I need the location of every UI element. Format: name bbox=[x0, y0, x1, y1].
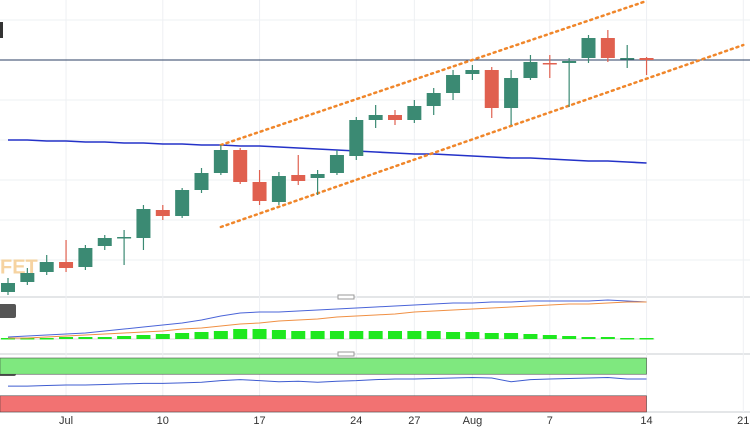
histogram-bar bbox=[562, 336, 577, 339]
upper-band bbox=[0, 357, 647, 375]
legend-chip bbox=[0, 22, 3, 38]
histogram-bar bbox=[97, 337, 112, 339]
candle-body bbox=[252, 182, 267, 201]
histogram-bar bbox=[59, 337, 74, 339]
candle-body bbox=[542, 63, 557, 65]
histogram-bar bbox=[39, 338, 54, 340]
candle-body bbox=[97, 238, 112, 246]
histogram-bar bbox=[1, 338, 15, 340]
histogram-bar bbox=[252, 329, 267, 339]
histogram-bar bbox=[368, 331, 383, 339]
channel-line bbox=[219, 43, 745, 229]
oscillator-line bbox=[8, 376, 647, 387]
candle-body bbox=[581, 38, 596, 58]
candle-body bbox=[523, 62, 538, 78]
candle-body bbox=[446, 75, 461, 93]
histogram-bar bbox=[349, 331, 364, 339]
histogram-bar bbox=[407, 331, 422, 339]
candle-body bbox=[388, 115, 402, 120]
candle-body bbox=[136, 209, 151, 238]
candle-body bbox=[155, 210, 170, 216]
histogram-bar bbox=[620, 338, 635, 340]
channel-line bbox=[219, 0, 648, 147]
histogram-bar bbox=[446, 332, 461, 339]
candle-body bbox=[1, 283, 15, 292]
candle-body bbox=[175, 190, 190, 216]
histogram-bar bbox=[504, 333, 519, 339]
macd-line bbox=[8, 301, 647, 339]
candle-body bbox=[59, 262, 74, 268]
candle-body bbox=[194, 173, 209, 190]
x-tick-label: 27 bbox=[408, 415, 420, 427]
candle-body bbox=[39, 262, 54, 272]
candle-body bbox=[117, 237, 132, 239]
histogram-bar bbox=[20, 338, 35, 340]
pane-handle[interactable] bbox=[337, 351, 355, 357]
candle-body bbox=[329, 155, 344, 173]
candle-body bbox=[291, 175, 306, 181]
candle-body bbox=[349, 120, 364, 156]
candle-body bbox=[426, 93, 441, 106]
candle-body bbox=[20, 273, 35, 282]
histogram-bar bbox=[271, 330, 286, 339]
candle-body bbox=[271, 176, 286, 202]
histogram-bar bbox=[175, 333, 190, 339]
histogram-bar bbox=[117, 336, 132, 339]
histogram-bar bbox=[78, 337, 93, 339]
histogram-bar bbox=[388, 331, 402, 339]
macd-line bbox=[7, 299, 647, 338]
grid bbox=[0, 19, 750, 261]
histogram-bar bbox=[213, 331, 228, 339]
x-tick-label: 21 bbox=[737, 415, 749, 427]
x-tick-label: Aug bbox=[463, 415, 483, 427]
histogram-bar bbox=[136, 335, 151, 339]
candle-body bbox=[368, 115, 383, 120]
candle-body bbox=[639, 58, 654, 60]
x-tick-label: 24 bbox=[350, 415, 362, 427]
candle-body bbox=[562, 61, 577, 63]
candle-body bbox=[213, 150, 228, 173]
candle-body bbox=[620, 58, 635, 60]
candle-body bbox=[407, 106, 422, 120]
histogram-bar bbox=[194, 332, 209, 339]
x-tick-label: Jul bbox=[59, 415, 73, 427]
x-tick-label: 17 bbox=[253, 415, 265, 427]
histogram-bar bbox=[426, 331, 441, 339]
lower-band bbox=[0, 395, 647, 413]
candle-body bbox=[484, 70, 499, 108]
pane-handle[interactable] bbox=[337, 294, 355, 300]
candle-body bbox=[465, 70, 480, 74]
moving-average bbox=[8, 139, 647, 164]
histogram-bar bbox=[542, 335, 557, 339]
candle-body bbox=[600, 38, 615, 58]
histogram-bar bbox=[465, 332, 480, 339]
histogram-bar bbox=[291, 331, 306, 339]
x-tick-label: 7 bbox=[547, 415, 553, 427]
candle-body bbox=[233, 150, 248, 182]
candle-body bbox=[78, 248, 93, 267]
histogram-bar bbox=[523, 334, 538, 339]
x-tick-label: 14 bbox=[640, 415, 652, 427]
candle-body bbox=[504, 78, 519, 108]
watermark: FET bbox=[0, 256, 38, 278]
histogram-bar bbox=[155, 334, 170, 339]
histogram-bar bbox=[581, 337, 596, 339]
histogram-bar bbox=[639, 338, 654, 340]
x-tick-label: 10 bbox=[157, 415, 169, 427]
histogram-bar bbox=[233, 329, 248, 339]
histogram-bar bbox=[310, 331, 325, 339]
indicator-label-box bbox=[0, 304, 16, 318]
histogram-bar bbox=[484, 333, 499, 339]
histogram-bar bbox=[600, 337, 615, 339]
candle-body bbox=[310, 174, 325, 178]
histogram-bar bbox=[329, 331, 344, 339]
